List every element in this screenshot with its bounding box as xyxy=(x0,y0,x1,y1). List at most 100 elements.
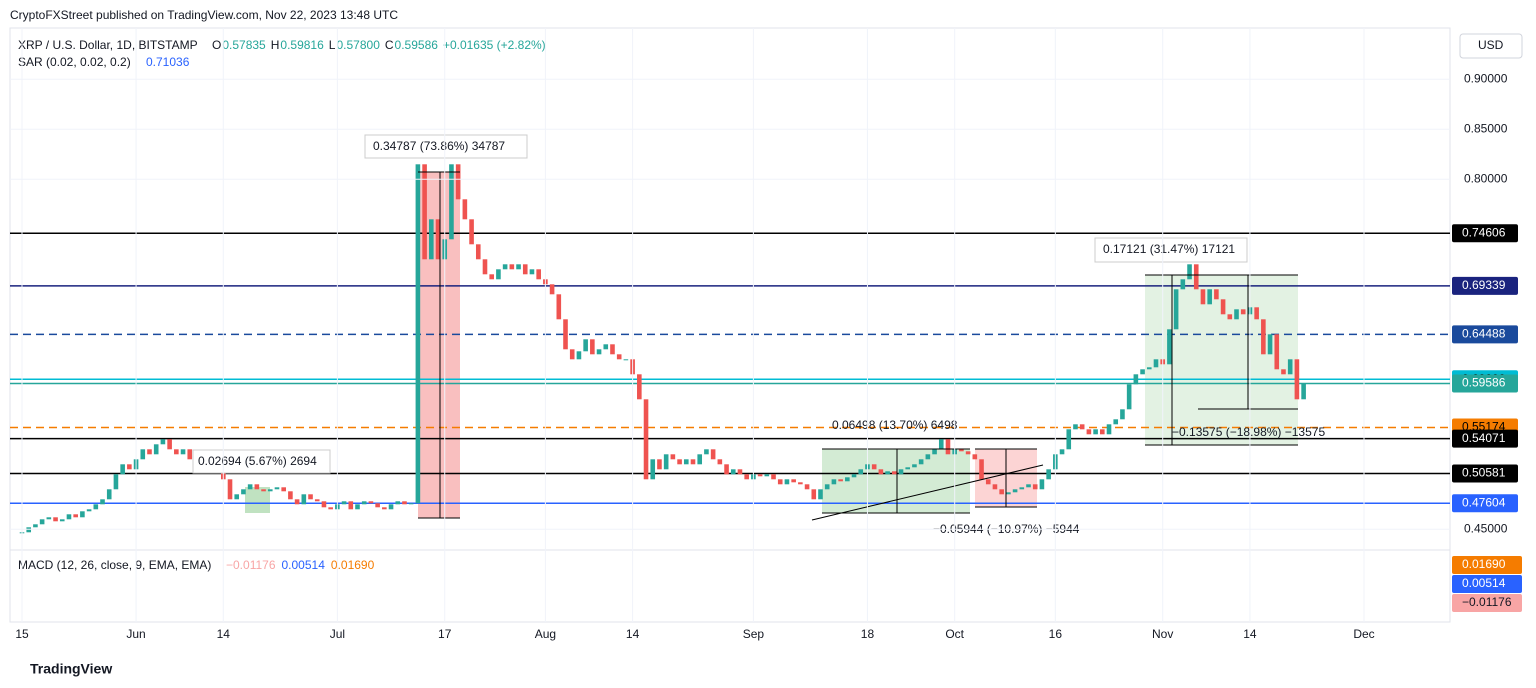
candle xyxy=(1140,369,1145,375)
candle xyxy=(845,477,850,482)
x-tick-label: 14 xyxy=(217,627,231,641)
candle xyxy=(704,449,709,455)
candle xyxy=(301,494,307,505)
candle xyxy=(831,479,837,485)
candle xyxy=(663,454,669,470)
candle xyxy=(106,489,112,500)
candle xyxy=(1046,469,1051,480)
candle xyxy=(757,474,763,477)
candle xyxy=(496,269,501,280)
candle xyxy=(838,479,843,482)
candle xyxy=(650,459,656,480)
macd-value: −0.01176 xyxy=(226,558,276,572)
candle xyxy=(1146,367,1152,370)
candle xyxy=(945,439,951,455)
candle xyxy=(234,494,240,500)
x-tick-label: Dec xyxy=(1353,627,1374,641)
x-tick-label: 15 xyxy=(15,627,29,641)
macd-tag-label: −0.01176 xyxy=(1462,595,1512,609)
candle xyxy=(1261,319,1266,355)
candle xyxy=(804,484,810,490)
candle xyxy=(1120,409,1125,420)
candle xyxy=(382,507,387,510)
candle xyxy=(918,459,924,465)
candle xyxy=(39,519,45,525)
candle xyxy=(288,491,293,500)
candle xyxy=(516,264,521,270)
candle xyxy=(395,501,401,505)
candle xyxy=(1187,264,1192,280)
macd-tag-label: 0.00514 xyxy=(1462,576,1506,590)
candle xyxy=(999,489,1004,495)
candle xyxy=(643,399,649,480)
candle xyxy=(73,514,78,518)
candle xyxy=(905,467,911,470)
candle xyxy=(1167,329,1172,365)
candle xyxy=(1281,369,1286,375)
candle xyxy=(127,464,132,470)
candle xyxy=(408,503,414,505)
price-tag xyxy=(1452,429,1518,448)
candle xyxy=(321,501,327,508)
x-tick-label: Jul xyxy=(330,627,345,641)
candle xyxy=(1133,374,1139,385)
candle xyxy=(576,351,582,360)
sar-value: 0.71036 xyxy=(146,55,190,69)
candle xyxy=(791,479,796,483)
candle xyxy=(341,501,347,505)
candle xyxy=(227,479,233,500)
candle xyxy=(140,449,146,460)
macd-tag-label: 0.01690 xyxy=(1462,557,1506,571)
candle xyxy=(1113,419,1119,425)
candle xyxy=(925,454,931,460)
ohlc-value: C xyxy=(385,38,394,52)
annotation: 0.02694 (5.67%) 2694 xyxy=(198,454,317,468)
candle xyxy=(1267,334,1273,355)
candle xyxy=(529,269,535,275)
annotation-box xyxy=(1094,237,1248,263)
candle xyxy=(730,469,736,475)
x-tick-label: 14 xyxy=(626,627,640,641)
candle xyxy=(274,487,280,490)
candle xyxy=(583,339,588,352)
candle xyxy=(824,484,830,490)
footer-brand: TradingView xyxy=(30,661,112,677)
candle xyxy=(965,451,971,455)
price-tag-label: 0.50581 xyxy=(1462,466,1506,480)
candle xyxy=(167,439,172,450)
candle xyxy=(1086,429,1092,435)
ohlc-value: 0.59816 xyxy=(280,38,324,52)
candle xyxy=(247,484,253,490)
candle xyxy=(878,469,884,475)
candle xyxy=(771,474,776,480)
price-tag-label: 0.69339 xyxy=(1462,278,1506,292)
candle xyxy=(187,449,193,460)
candle xyxy=(549,284,555,295)
candle xyxy=(871,464,877,470)
candle xyxy=(851,474,857,478)
candle xyxy=(1012,489,1018,493)
candle xyxy=(153,444,159,455)
candle xyxy=(174,449,179,455)
x-tick-label: 14 xyxy=(1243,627,1257,641)
price-tag xyxy=(1452,276,1518,295)
candle xyxy=(1301,383,1306,400)
candle xyxy=(683,459,689,465)
candle xyxy=(1153,359,1159,368)
candle xyxy=(241,489,246,495)
candle xyxy=(267,489,273,492)
candle xyxy=(1026,484,1031,488)
macd-value: 0.00514 xyxy=(282,558,326,572)
candle xyxy=(1234,309,1239,320)
candle xyxy=(93,504,99,510)
candle xyxy=(415,164,421,504)
candle xyxy=(1287,359,1293,375)
currency-button[interactable] xyxy=(1459,33,1523,59)
price-tag-label: 0.59586 xyxy=(1462,376,1506,390)
candle xyxy=(261,489,266,492)
candle xyxy=(147,449,152,455)
candle xyxy=(657,459,662,470)
price-tag-label: 0.47604 xyxy=(1462,495,1506,509)
ohlc-value: 0.59586 xyxy=(395,38,439,52)
